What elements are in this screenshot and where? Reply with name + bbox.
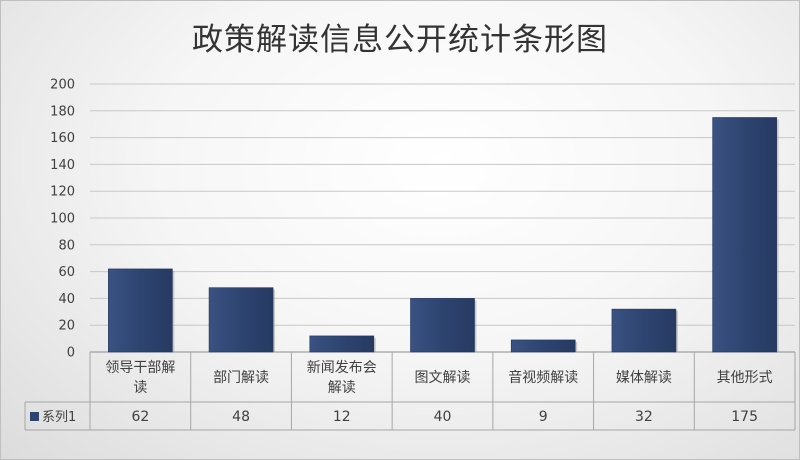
data-value-label: 62 bbox=[131, 409, 149, 425]
y-tick-label: 200 bbox=[50, 78, 75, 93]
y-tick-label: 80 bbox=[58, 238, 75, 253]
bar bbox=[611, 308, 677, 353]
x-category-label: 新闻发布会 bbox=[307, 360, 377, 376]
x-category-label: 音视频解读 bbox=[508, 369, 578, 386]
bar bbox=[309, 335, 375, 353]
legend-swatch bbox=[30, 412, 39, 421]
x-category-label: 其他形式 bbox=[717, 370, 773, 386]
y-axis-ticks: 0 20 40 60 80 100 120 140 160 180 200 bbox=[50, 78, 75, 361]
y-tick-label: 60 bbox=[58, 265, 75, 280]
chart-title: 政策解读信息公开统计条形图 bbox=[192, 22, 608, 58]
data-value-label: 9 bbox=[539, 409, 548, 425]
y-tick-label: 180 bbox=[50, 104, 75, 119]
x-category-label: 读 bbox=[133, 379, 147, 396]
y-tick-label: 140 bbox=[50, 158, 75, 173]
y-tick-label: 100 bbox=[50, 212, 75, 227]
y-tick-label: 0 bbox=[67, 346, 75, 361]
bar bbox=[108, 268, 173, 353]
data-value-label: 48 bbox=[232, 409, 250, 425]
bar bbox=[208, 287, 274, 353]
x-category-label: 媒体解读 bbox=[616, 369, 672, 386]
bars bbox=[108, 117, 779, 353]
data-value-label: 12 bbox=[333, 409, 351, 425]
x-category-label: 图文解读 bbox=[415, 369, 471, 386]
bar bbox=[410, 298, 475, 353]
x-category-label: 部门解读 bbox=[213, 369, 269, 386]
bar bbox=[510, 339, 576, 353]
y-tick-label: 40 bbox=[58, 292, 75, 307]
x-category-label: 解读 bbox=[328, 379, 356, 396]
data-value-label: 175 bbox=[731, 409, 758, 425]
legend-label: 系列1 bbox=[42, 410, 76, 425]
y-tick-label: 160 bbox=[50, 131, 75, 146]
bar bbox=[712, 117, 777, 353]
gridlines bbox=[90, 83, 795, 353]
data-value-label: 32 bbox=[635, 409, 653, 425]
x-category-label: 领导干部解 bbox=[105, 360, 175, 376]
data-value-label: 40 bbox=[434, 409, 452, 425]
y-tick-label: 20 bbox=[58, 319, 75, 334]
y-tick-label: 120 bbox=[50, 185, 75, 200]
